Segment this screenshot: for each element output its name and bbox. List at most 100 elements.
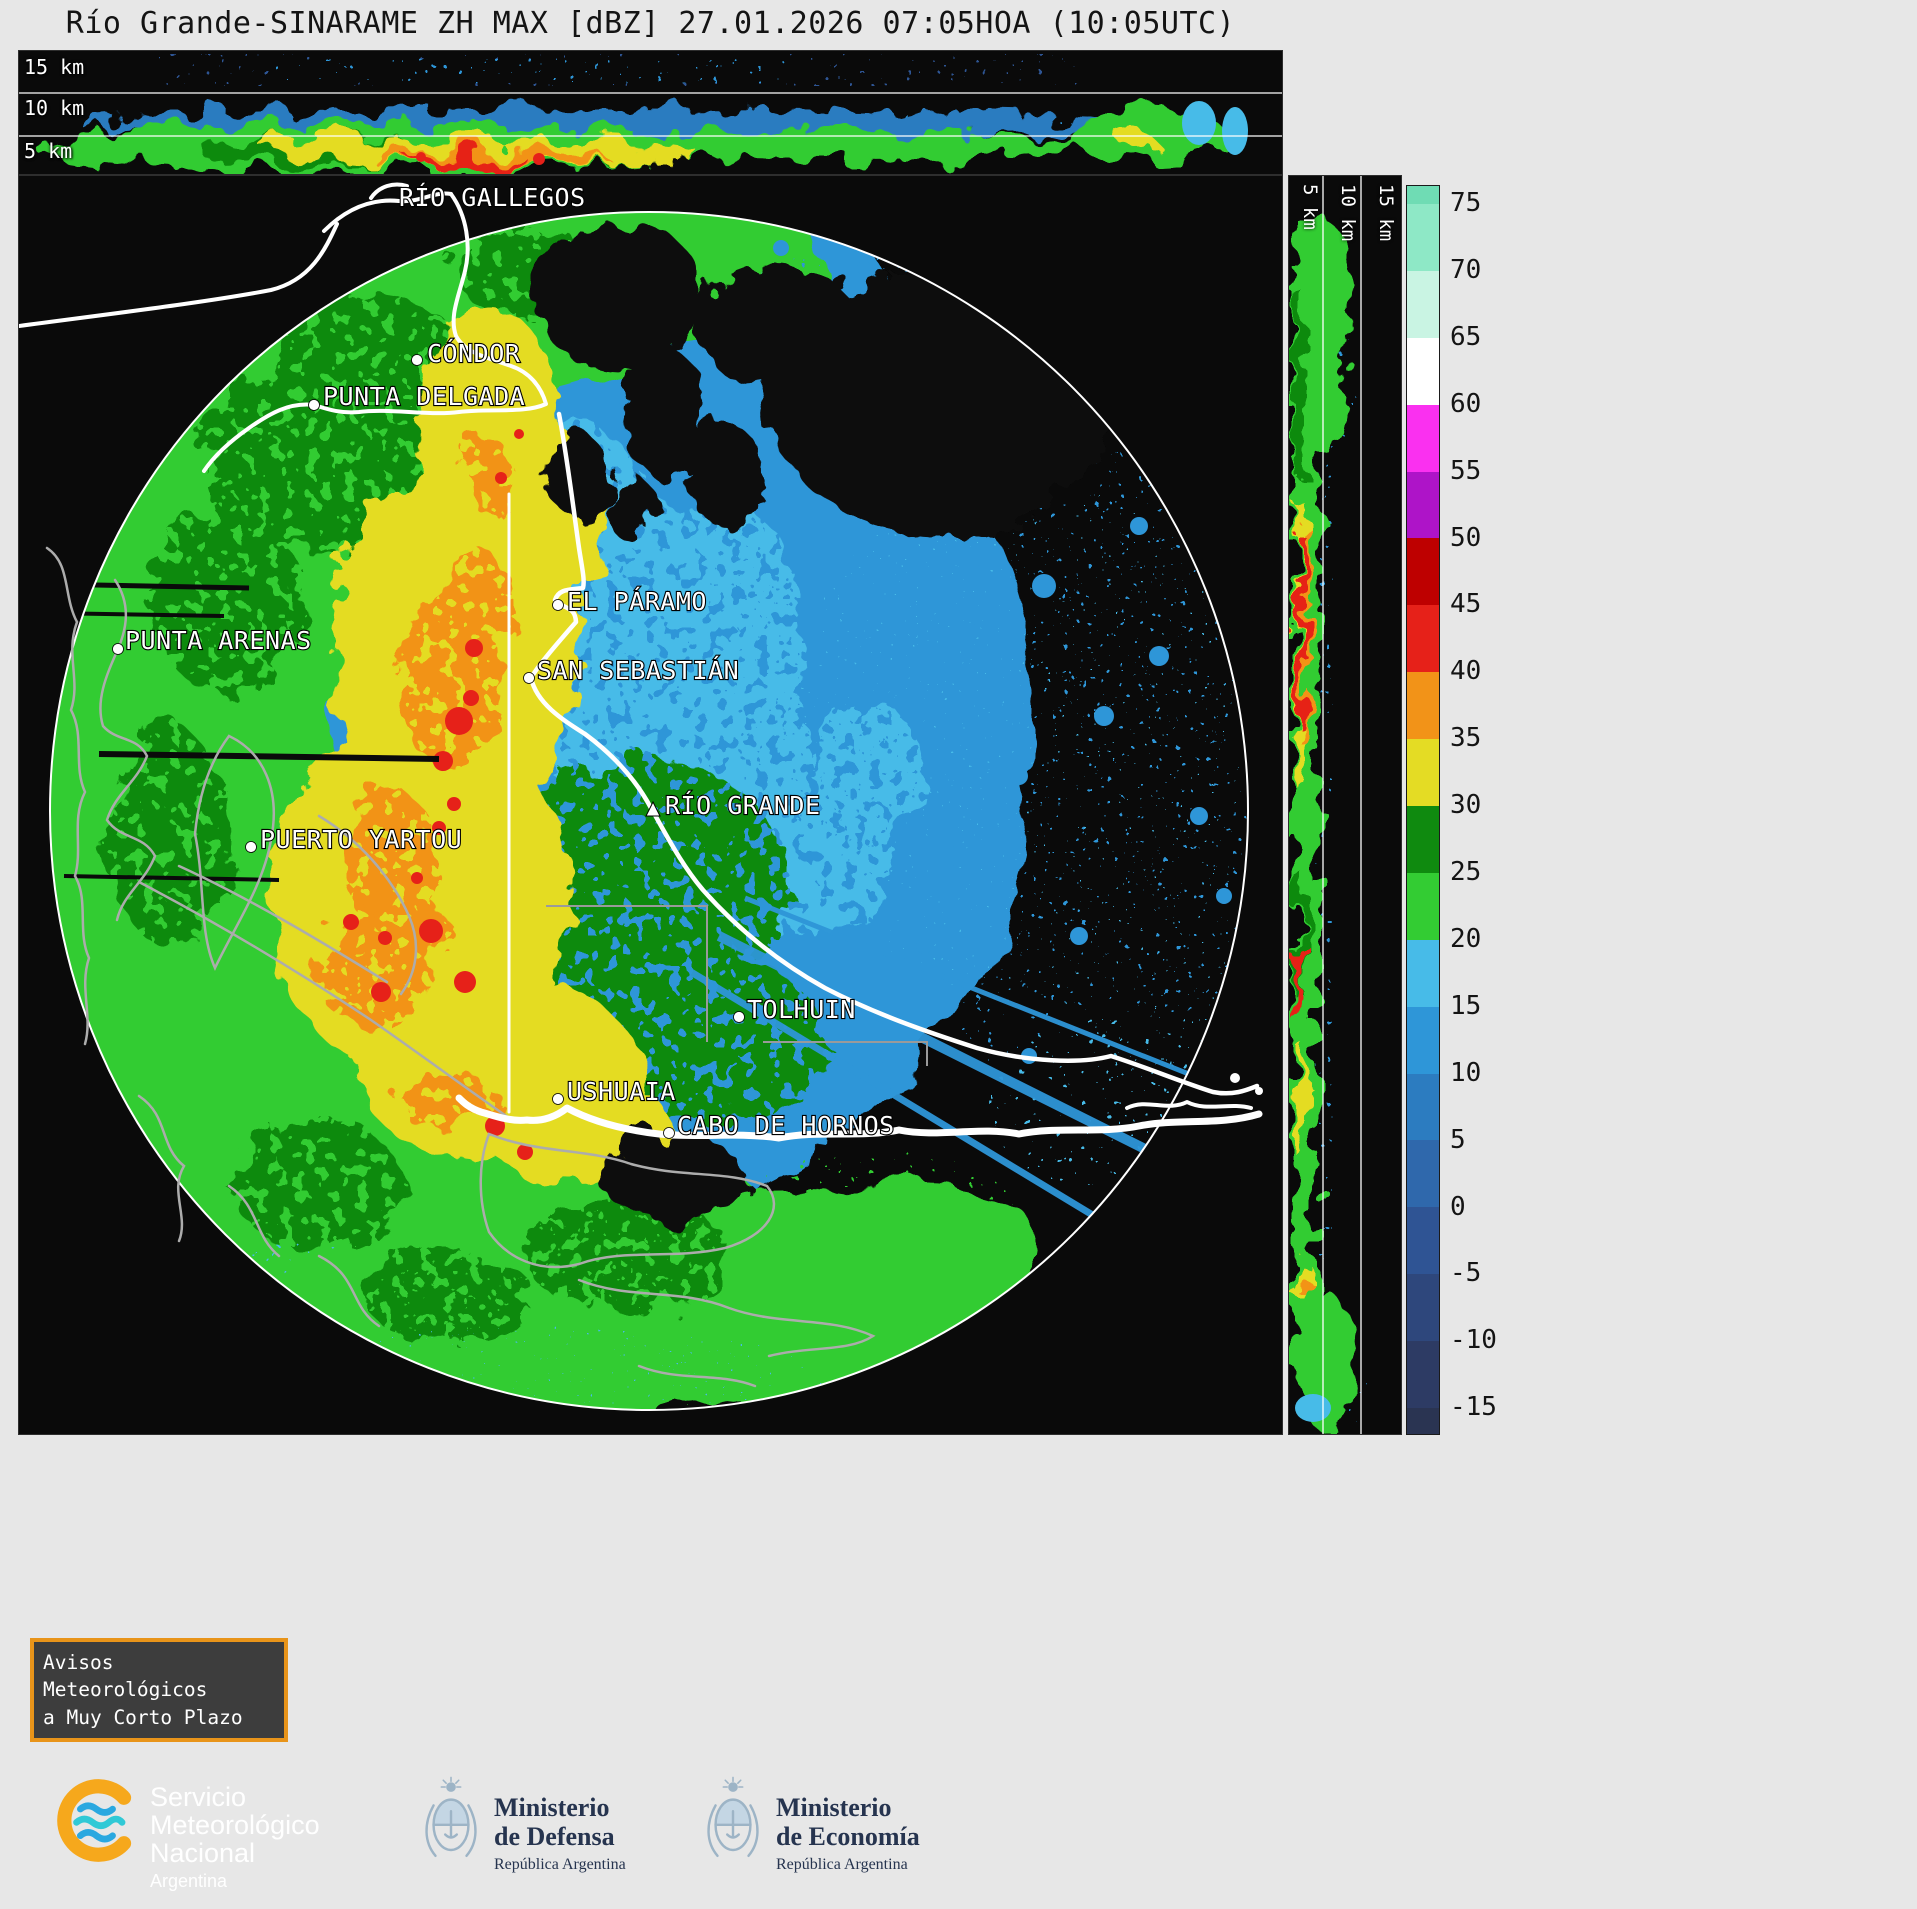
range-ring: [49, 211, 1249, 1411]
place-label-r-o-grande: RÍO GRANDE: [665, 791, 821, 820]
colorbar-segment: [1407, 186, 1439, 204]
smn-wordmark: Servicio Meteorológico Nacional Argentin…: [150, 1783, 320, 1891]
place-label-tolhuin: TOLHUIN: [747, 995, 856, 1024]
colorbar-tick-label: 30: [1450, 790, 1482, 821]
radar-spokes-blue: [689, 895, 1225, 1257]
admin-borders-gray: [546, 905, 928, 1066]
radar-site-marker: [645, 800, 661, 817]
smn-country: Argentina: [150, 1871, 228, 1892]
place-dot: [552, 1093, 564, 1105]
colorbar-segment: [1407, 471, 1439, 539]
colorbar-segment: [1407, 1140, 1439, 1208]
right-cross-section-panel: 5 km 10 km 15 km: [1288, 175, 1402, 1435]
place-dot: [523, 672, 535, 684]
height-label-5km-right: 5 km: [1299, 184, 1321, 230]
cs-right-echo-layer: [1293, 216, 1355, 1431]
place-label-ushuaia: USHUAIA: [567, 1077, 676, 1106]
defensa-coat-of-arms: [425, 1776, 477, 1858]
smn-logo: [57, 1779, 132, 1862]
dbz-colorbar: [1406, 185, 1440, 1435]
warning-line-1: Avisos Meteorológicos: [43, 1651, 208, 1702]
smn-line-1: Servicio: [150, 1782, 247, 1812]
economia-coat-of-arms: [707, 1776, 759, 1858]
colorbar-segment: [1407, 739, 1439, 807]
height-label-15km: 15 km: [24, 55, 85, 79]
echo-layer-red: [343, 429, 533, 1160]
place-label-punta-arenas: PUNTA ARENAS: [125, 626, 312, 655]
height-label-5km: 5 km: [24, 139, 73, 163]
colorbar-segment: [1407, 1274, 1439, 1342]
cs-right-gridlines: [1322, 176, 1362, 1434]
colorbar-tick-label: 60: [1450, 388, 1482, 419]
place-label-san-sebasti-n: SAN SEBASTIÁN: [537, 656, 739, 685]
colorbar-segment: [1407, 872, 1439, 940]
top-cross-section-panel: 15 km 10 km 5 km: [18, 50, 1283, 175]
colorbar-tick-label: 20: [1450, 923, 1482, 954]
islet-dot: [1230, 1073, 1240, 1083]
colorbar-segment: [1407, 1408, 1439, 1434]
colorbar-segment: [1407, 204, 1439, 271]
page-title: Río Grande-SINARAME ZH MAX [dBZ] 27.01.2…: [65, 6, 1236, 41]
right-cross-section-plot: [1289, 176, 1401, 1434]
place-label-c-ndor: CÓNDOR: [427, 338, 521, 368]
ministerio-economia-wordmark: Ministerio de Economía República Argenti…: [776, 1793, 920, 1874]
colorbar-segment: [1407, 605, 1439, 673]
cs-top-gridlines: [19, 92, 1282, 137]
height-label-10km-right: 10 km: [1337, 184, 1359, 242]
colorbar-tick-label: -5: [1450, 1258, 1482, 1289]
colorbar-segment: [1407, 404, 1439, 472]
place-dot: [411, 354, 423, 366]
echo-layer-orange: [313, 436, 511, 1132]
place-dot: [663, 1127, 675, 1139]
place-dot: [308, 399, 320, 411]
place-label-punta-delgada: PUNTA DELGADA: [323, 382, 525, 411]
colorbar-tick-label: 25: [1450, 857, 1482, 887]
place-label-cabo-de-hornos: CABO DE HORNOS: [677, 1111, 895, 1140]
colorbar-tick-label: 70: [1450, 254, 1482, 285]
top-cross-section-plot: [19, 51, 1282, 174]
colorbar-segment: [1407, 337, 1439, 405]
place-label-el-p-ramo: EL PÁRAMO: [567, 587, 707, 616]
colorbar-tick-label: 45: [1450, 589, 1482, 620]
height-label-15km-right: 15 km: [1375, 184, 1397, 242]
colorbar-segment: [1407, 939, 1439, 1007]
place-dot: [733, 1011, 745, 1023]
colorbar-tick-label: 0: [1450, 1191, 1466, 1222]
radar-map-panel: RÍO GALLEGOS CÓNDOR PUNTA DELGADA PUNTA ARE…: [17, 175, 1283, 1435]
ministerio-defensa-wordmark: Ministerio de Defensa República Argentin…: [494, 1793, 626, 1874]
warning-line-2: a Muy Corto Plazo: [43, 1705, 243, 1729]
smn-line-2: Meteorológico: [150, 1810, 320, 1841]
defensa-subtitle: República Argentina: [494, 1856, 626, 1874]
colorbar-tick-label: 10: [1450, 1057, 1482, 1088]
colorbar-tick-label: -15: [1450, 1392, 1497, 1423]
colorbar-tick-label: 40: [1450, 656, 1482, 687]
colorbar-tick-label: 75: [1450, 188, 1482, 218]
place-labels-layer: RÍO GALLEGOS CÓNDOR PUNTA DELGADA PUNTA ARE…: [112, 182, 895, 1141]
defensa-line-1: Ministerio: [494, 1793, 610, 1822]
colorbar-tick-label: 55: [1450, 455, 1482, 486]
islet-dot: [1255, 1087, 1263, 1095]
colorbar-tick-label: 50: [1450, 522, 1482, 553]
place-label-puerto-yartou: PUERTO YARTOU: [260, 825, 462, 854]
economia-subtitle: República Argentina: [776, 1856, 908, 1874]
colorbar-segment: [1407, 672, 1439, 740]
colorbar-segment: [1407, 1207, 1439, 1275]
colorbar-segment: [1407, 1341, 1439, 1409]
colorbar-tick-label: -10: [1450, 1325, 1497, 1356]
smn-line-3: Nacional: [150, 1838, 256, 1869]
colorbar-tick-label: 15: [1450, 990, 1482, 1021]
defensa-line-2: de Defensa: [494, 1822, 615, 1852]
colorbar-tick-label: 35: [1450, 723, 1482, 754]
radar-map-plot: RÍO GALLEGOS CÓNDOR PUNTA DELGADA PUNTA ARE…: [17, 176, 1282, 1434]
colorbar-segment: [1407, 270, 1439, 338]
colorbar-tick-label: 65: [1450, 321, 1482, 352]
warning-box: Avisos Meteorológicos a Muy Corto Plazo: [30, 1638, 288, 1742]
colorbar-segment: [1407, 806, 1439, 873]
colorbar-tick-label: 5: [1450, 1124, 1466, 1155]
colorbar-segment: [1407, 1006, 1439, 1074]
echo-holes: [534, 221, 1109, 1218]
place-label-r-o-gallegos: RÍO GALLEGOS: [399, 183, 586, 212]
height-label-10km: 10 km: [24, 96, 85, 120]
place-dot: [112, 643, 124, 655]
